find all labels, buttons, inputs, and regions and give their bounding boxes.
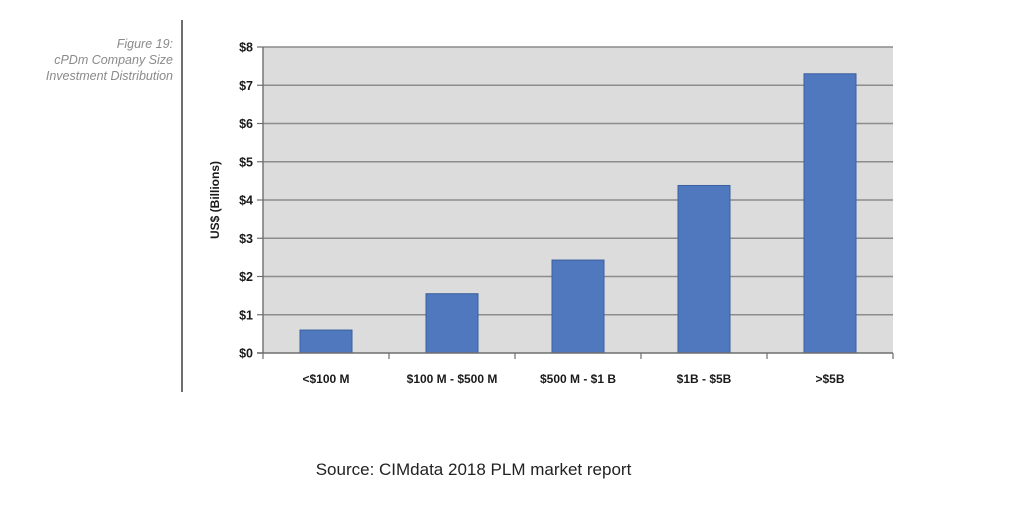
figure-caption: Figure 19: cPDm Company Size Investment … <box>46 36 173 84</box>
y-tick-label: $0 <box>239 347 253 361</box>
x-category-label: <$100 M <box>302 372 349 386</box>
bar <box>803 73 857 354</box>
bar <box>299 329 353 354</box>
y-tick-label: $8 <box>239 41 253 55</box>
figure-caption-line-3: Investment Distribution <box>45 69 173 83</box>
bar <box>551 259 605 354</box>
x-category-label: $100 M - $500 M <box>407 372 498 386</box>
y-axis-title: US$ (Billions) <box>208 161 222 239</box>
figure-caption-line-1: Figure 19: <box>116 37 173 51</box>
bar <box>425 293 479 354</box>
y-tick-label: $6 <box>239 117 253 131</box>
y-tick-label: $7 <box>239 79 253 93</box>
bar <box>677 184 731 354</box>
bar-chart: $0 $1 $2 $3 $4 $5 $6 $7 $8 <$100 M $100 M - $500 M… <box>208 41 894 386</box>
x-category-label: $500 M - $1 B <box>540 372 616 386</box>
y-tick-label: $3 <box>239 232 253 246</box>
y-tick-label: $2 <box>239 270 253 284</box>
figure-caption-line-2: cPDm Company Size <box>54 53 173 67</box>
source-note: Source: CIMdata 2018 PLM market report <box>315 460 632 479</box>
y-tick-label: $1 <box>239 308 253 322</box>
vertical-divider <box>181 20 183 392</box>
y-tick-label: $5 <box>239 155 253 169</box>
x-category-label: $1B - $5B <box>677 372 732 386</box>
y-tick-label: $4 <box>239 194 253 208</box>
x-category-label: >$5B <box>815 372 844 386</box>
